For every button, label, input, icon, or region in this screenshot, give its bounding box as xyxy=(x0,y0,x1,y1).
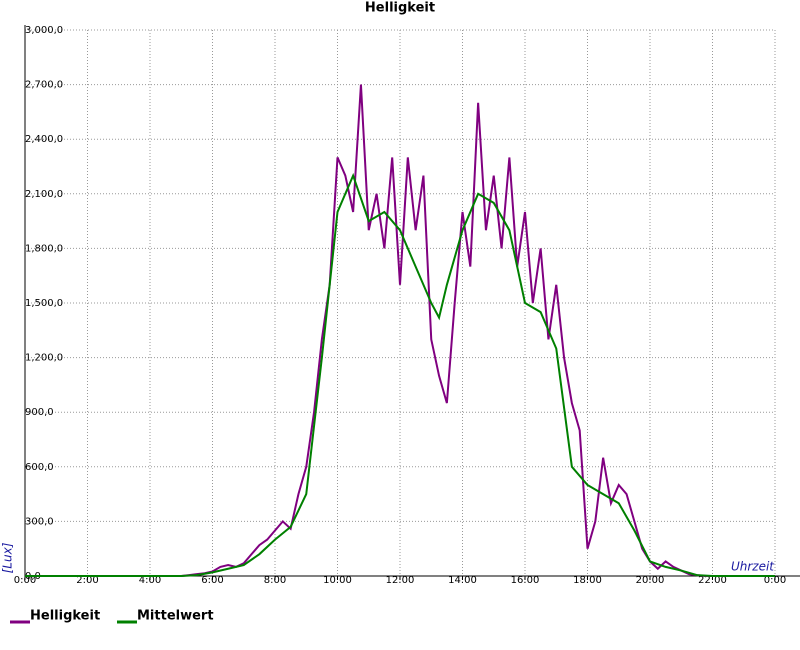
data-line xyxy=(25,172,775,577)
y-tick-label: 1,200,0 xyxy=(25,353,63,364)
x-tick-label: 6:00 xyxy=(201,575,223,586)
y-tick-label: 3,000,0 xyxy=(25,25,63,36)
x-axis-label: Uhrzeit xyxy=(731,560,775,574)
x-tick-label: 18:00 xyxy=(573,575,602,586)
x-tick-label: 12:00 xyxy=(386,575,415,586)
y-axis-label: [Lux] xyxy=(1,542,15,573)
y-tick-label: 2,100,0 xyxy=(25,189,63,200)
x-tick-label: 22:00 xyxy=(698,575,727,586)
x-tick-label: 10:00 xyxy=(323,575,352,586)
x-tick-label: 8:00 xyxy=(264,575,286,586)
x-tick-label: 0:00 xyxy=(14,575,36,586)
x-tick-label: 20:00 xyxy=(636,575,665,586)
x-tick-label: 0:00 xyxy=(764,575,786,586)
x-tick-label: 16:00 xyxy=(511,575,540,586)
x-tick-label: 4:00 xyxy=(139,575,161,586)
y-tick-label: 1,500,0 xyxy=(25,298,63,309)
y-tick-label: 300,0 xyxy=(25,516,54,527)
chart-title: Helligkeit xyxy=(365,1,435,16)
y-tick-label: 900,0 xyxy=(25,407,54,418)
x-tick-label: 14:00 xyxy=(448,575,477,586)
y-tick-label: 600,0 xyxy=(25,462,54,473)
y-tick-label: 2,400,0 xyxy=(25,134,63,145)
legend-label: Helligkeit xyxy=(30,609,100,624)
legend-label: Mittelwert xyxy=(137,609,214,624)
x-tick-label: 2:00 xyxy=(76,575,98,586)
y-tick-label: 1,800,0 xyxy=(25,243,63,254)
y-tick-label: 2,700,0 xyxy=(25,80,63,91)
data-line xyxy=(25,84,775,577)
